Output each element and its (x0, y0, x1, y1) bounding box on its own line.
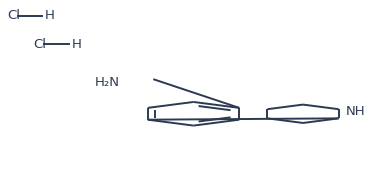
Text: Cl: Cl (7, 9, 20, 22)
Text: H₂N: H₂N (94, 76, 119, 89)
Text: H: H (72, 38, 81, 51)
Text: Cl: Cl (33, 38, 46, 51)
Text: H: H (45, 9, 55, 22)
Text: NH: NH (345, 105, 365, 118)
